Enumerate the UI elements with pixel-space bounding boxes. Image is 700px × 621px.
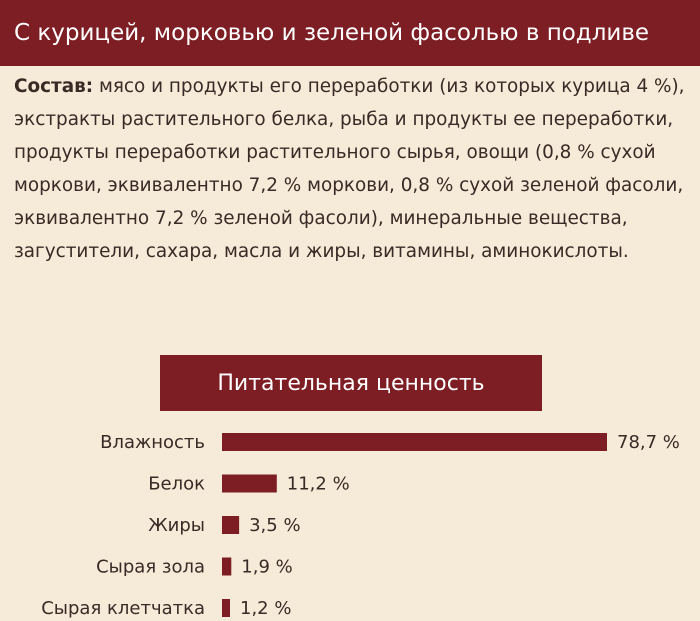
- category-label: Сырая клетчатка: [41, 598, 205, 619]
- value-label: 3,5 %: [249, 515, 300, 536]
- value-label: 11,2 %: [287, 474, 350, 495]
- value-label: 1,9 %: [241, 557, 292, 578]
- section-title: Питательная ценность: [217, 370, 485, 396]
- category-label: Влажность: [100, 432, 205, 453]
- nutrition-bar-chart: Влажность 78,7 % Белок 11,2 % Жиры 3,5 % Сырая…: [41, 432, 680, 619]
- value-label: 1,2 %: [240, 598, 291, 619]
- title-banner: С курицей, морковью и зеленой фасолью в …: [0, 0, 700, 66]
- bar: [222, 516, 240, 534]
- section-banner: Питательная ценность: [160, 355, 542, 411]
- bar: [222, 433, 607, 451]
- composition-body: мясо и продукты его переработки (из кото…: [14, 76, 685, 262]
- value-label: 78,7 %: [617, 432, 680, 453]
- page-title: С курицей, морковью и зеленой фасолью в …: [14, 20, 650, 46]
- category-label: Сырая зола: [96, 557, 205, 578]
- bar: [222, 557, 232, 576]
- category-label: Жиры: [148, 515, 205, 536]
- bar: [222, 474, 277, 493]
- bar: [222, 599, 230, 617]
- composition-text: Состав: мясо и продукты его переработки …: [14, 70, 694, 268]
- category-label: Белок: [148, 474, 205, 495]
- composition-label: Состав:: [14, 76, 94, 97]
